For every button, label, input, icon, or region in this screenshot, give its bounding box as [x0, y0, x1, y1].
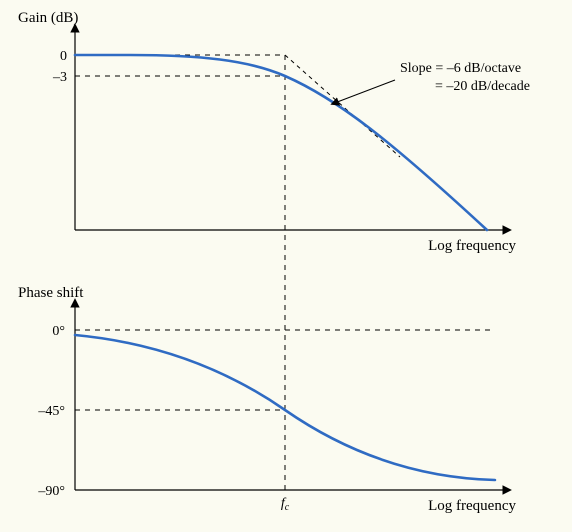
phase-y-label: Phase shift [18, 285, 84, 301]
slope-annotation-line2: = –20 dB/decade [435, 79, 530, 94]
phase-ytick-m45: –45° [37, 404, 65, 419]
phase-ytick-m90: –90° [37, 484, 65, 499]
gain-ytick-minus3: –3 [52, 70, 67, 85]
gain-x-label: Log frequency [428, 238, 516, 254]
phase-x-label: Log frequency [428, 498, 516, 514]
slope-annotation-line1: Slope = –6 dB/octave [400, 61, 521, 76]
bode-diagram: 0 –3 Gain (dB) Log frequency Slope = –6 … [0, 0, 572, 532]
phase-ytick-0: 0° [52, 324, 65, 339]
gain-ytick-0: 0 [60, 49, 67, 64]
gain-y-label: Gain (dB) [18, 10, 78, 26]
